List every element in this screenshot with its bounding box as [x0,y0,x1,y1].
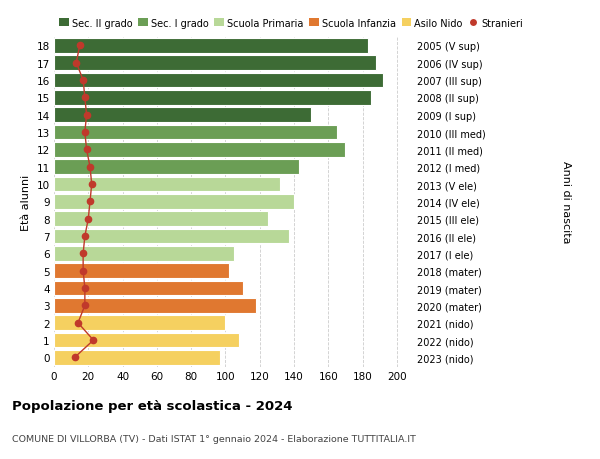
Bar [54,73,383,88]
Bar [54,143,346,157]
Bar [54,333,239,348]
Y-axis label: Età alunni: Età alunni [21,174,31,230]
Bar [54,91,371,106]
Bar [54,56,376,71]
Bar [54,298,256,313]
Bar [54,39,368,54]
Legend: Sec. II grado, Sec. I grado, Scuola Primaria, Scuola Infanzia, Asilo Nido, Stran: Sec. II grado, Sec. I grado, Scuola Prim… [59,18,523,28]
Bar [54,212,268,227]
Bar [54,177,280,192]
Bar [54,229,289,244]
Bar [54,108,311,123]
Bar [54,125,337,140]
Text: Popolazione per età scolastica - 2024: Popolazione per età scolastica - 2024 [12,399,293,412]
Bar [54,160,299,175]
Bar [54,350,220,365]
Bar [54,316,226,330]
Bar [54,195,294,209]
Bar [54,264,229,279]
Y-axis label: Anni di nascita: Anni di nascita [561,161,571,243]
Bar [54,281,242,296]
Text: COMUNE DI VILLORBA (TV) - Dati ISTAT 1° gennaio 2024 - Elaborazione TUTTITALIA.I: COMUNE DI VILLORBA (TV) - Dati ISTAT 1° … [12,434,416,443]
Bar [54,246,234,261]
